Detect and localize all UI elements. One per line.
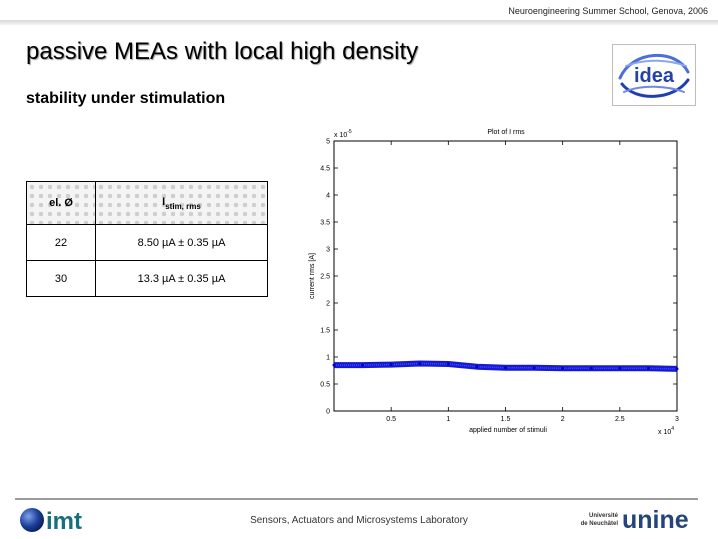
imt-logo: imt [20,508,82,535]
y-tick-label: 1.5 [320,328,330,335]
header-rule [0,20,718,25]
y-tick-label: 2.5 [320,274,330,281]
unine-logo: Université de Neuchâtel unine [581,506,689,533]
event-header: Neuroengineering Summer School, Genova, … [508,6,708,16]
slide-subtitle: stability under stimulation [26,90,226,107]
y-axis-label: current rms [A] [309,253,316,299]
x-tick-label: 2.5 [615,416,625,423]
x-axis-label: applied number of stimuli [469,427,547,434]
column-header-electrode: el. Ø [26,181,96,225]
idea-logo: idea [612,44,696,106]
y-multiplier-base: x 10 [334,132,347,139]
x-tick-label: 3 [675,416,679,423]
series-point [589,366,593,370]
series-point [561,366,565,370]
y-tick-label: 3 [326,247,330,254]
series-point [675,367,679,371]
series-point [475,365,479,369]
stimulation-table: el. Ø Istim, rms 22 8.50 µA ± 0.35 µA 30… [26,181,268,297]
current-subscript: stim, rms [165,201,201,211]
footer-rule [15,498,698,500]
column-header-current: Istim, rms [95,181,268,225]
electrode-cell: 22 [26,224,96,261]
y-tick-label: 4.5 [320,166,330,173]
current-cell: 13.3 µA ± 0.35 µA [95,260,268,297]
series-point [532,366,536,370]
current-symbol: I [162,195,166,208]
x-multiplier-exponent: 4 [671,426,674,432]
current-rms-chart: Plot of I rms x 10-5 00.511.522.533.544.… [309,129,679,436]
series-point [332,363,336,367]
footer-lab-name: Sensors, Actuators and Microsystems Labo… [250,515,468,526]
series-point [418,361,422,365]
y-tick-label: 3.5 [320,220,330,227]
y-tick-label: 4 [326,193,330,200]
series-point [646,366,650,370]
series-point [446,362,450,366]
unine-text-top: Université [589,513,619,519]
x-multiplier-base: x 10 [658,429,671,436]
x-tick-label: 1.5 [501,416,511,423]
chart-title: Plot of I rms [487,129,525,136]
slide-title: passive MEAs with local high density [26,38,419,65]
x-tick-label: 0.5 [386,416,396,423]
idea-logo-text: idea [634,65,675,87]
current-cell: 8.50 µA ± 0.35 µA [95,224,268,261]
imt-globe-icon [20,508,44,532]
electrode-cell: 30 [26,260,96,297]
table-row: 30 13.3 µA ± 0.35 µA [26,260,268,297]
series-point [504,366,507,370]
y-tick-label: 0.5 [320,382,330,389]
series-point [389,363,393,367]
table-header-row: el. Ø Istim, rms [26,181,268,225]
x-tick-label: 2 [561,416,565,423]
series-layer [332,360,679,372]
series-point [618,366,622,370]
x-multiplier: x 104 [658,426,674,436]
y-tick-label: 2 [326,301,330,308]
series-point [361,363,365,367]
table-row: 22 8.50 µA ± 0.35 µA [26,224,268,261]
y-tick-label: 1 [326,355,330,362]
x-axis-ticks: 0.5 1 1.5 2 2.5 3 [386,141,679,423]
y-multiplier-exponent: -5 [347,129,352,135]
y-tick-label: 5 [326,139,330,146]
unine-text-bottom: de Neuchâtel [581,521,619,527]
unine-mark: unine [622,506,689,533]
y-axis-ticks: 0 0.5 1 1.5 2 2.5 3 3.5 4 4.5 5 [320,139,677,416]
y-multiplier: x 10-5 [334,129,352,139]
imt-logo-text: imt [46,508,82,535]
x-tick-label: 1 [446,416,450,423]
y-tick-label: 0 [326,409,330,416]
